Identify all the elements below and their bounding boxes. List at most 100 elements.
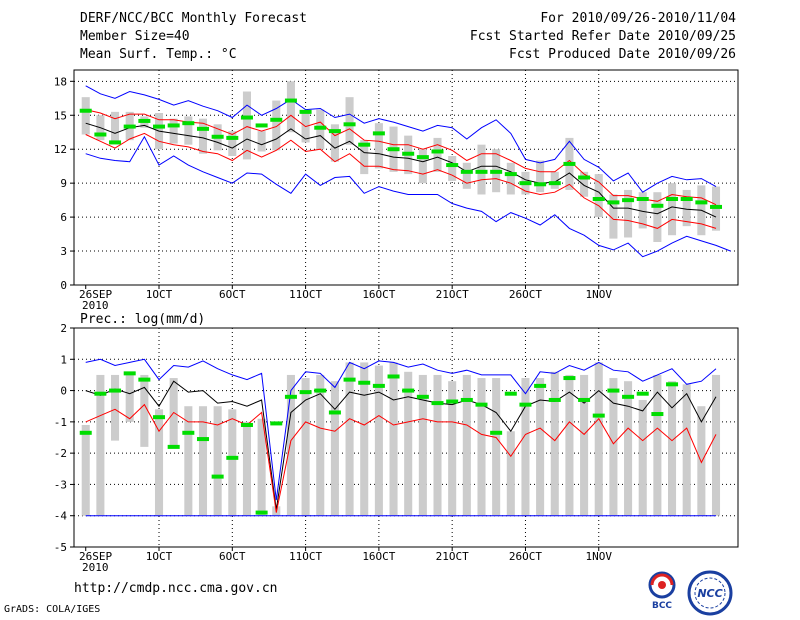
precip-ensemble-box [374,365,383,516]
precip-ensemble-box [565,374,574,516]
temp-observed-marker [314,125,327,130]
precip-observed-marker [153,415,166,420]
precip-observed-marker [328,410,341,415]
temp-observed-marker [651,203,664,208]
precip-observed-marker [240,422,253,427]
temp-ensemble-box [653,192,662,242]
precip-ensemble-box [697,406,706,516]
precip-ensemble-box [228,409,237,516]
temp-observed-marker [387,147,400,152]
chart-title: DERF/NCC/BCC Monthly Forecast [80,11,307,26]
temp-ensemble-box [374,123,383,169]
temp-ensemble-box [682,189,691,227]
precip-observed-marker [666,382,679,387]
temp-series-ensemble-max [85,85,717,193]
temp-observed-marker [211,134,224,139]
precip-observed-marker [563,376,576,381]
precip-ytick-label: 0 [60,385,67,398]
precip-ensemble-box [257,418,266,516]
precip-xtick-label: 26OCT [509,550,542,563]
temp-ensemble-box [81,97,90,135]
grads-credit: GrADS: COLA/IGES [4,604,101,615]
temp-ensemble-box [550,171,559,189]
precip-ensemble-box [154,409,164,516]
precip-xtick-label: 1NOV [586,550,613,563]
temp-observed-marker [578,175,591,180]
temp-ensemble-box [169,118,178,144]
member-size-label: Member Size=40 [80,29,190,44]
temp-observed-marker [402,151,415,156]
precip-observed-marker [284,394,297,399]
temp-xtick-label: 21OCT [436,288,469,301]
temp-observed-marker [534,182,547,187]
temp-observed-marker [240,115,253,120]
temp-xtick-year: 2010 [82,299,109,312]
precip-ensemble-box [345,362,354,516]
precip-observed-marker [475,402,488,407]
temp-observed-marker [607,200,620,205]
temp-observed-marker [695,200,708,205]
precip-observed-marker [607,388,620,393]
precip-observed-marker [226,455,239,460]
precip-ensemble-box [506,431,515,516]
precip-ytick-label: 2 [60,322,67,335]
precip-observed-marker [79,430,92,435]
temp-observed-marker [460,169,473,174]
temp-ensemble-box [257,131,266,152]
precip-observed-marker [138,377,151,382]
temp-observed-marker [680,197,693,201]
precip-ensemble-box [462,374,471,516]
temp-observed-marker [123,124,136,129]
temp-ensemble-box [345,97,354,145]
temp-ytick-label: 15 [54,109,67,122]
precip-xtick-year: 2010 [82,561,109,574]
precip-ensemble-box [653,374,662,516]
temp-ensemble-box [286,81,295,133]
precip-observed-marker [94,391,107,396]
temp-ytick-label: 6 [60,211,67,224]
temp-observed-marker [226,135,239,140]
temp-xtick-label: 26OCT [509,288,542,301]
ncc-logo-text: NCC [697,587,722,600]
precip-ensemble-box [198,406,208,516]
precip-ensemble-box [624,381,633,516]
precip-ensemble-box [668,381,677,516]
temp-observed-marker [299,109,312,114]
temp-xtick-label: 6OCT [219,288,246,301]
precip-observed-marker [182,430,195,435]
temp-observed-marker [94,132,107,137]
forecast-started-date: Fcst Started Refer Date 2010/09/25 [469,29,736,44]
temp-observed-marker [196,126,209,131]
precip-observed-marker [651,412,664,417]
temp-ensemble-box [536,160,545,193]
precip-ensemble-box [96,374,105,516]
temp-ensemble-box [624,189,633,238]
temp-observed-marker [167,123,180,128]
precip-ensemble-box [711,374,721,516]
precip-xtick-label: 11OCT [289,550,322,563]
precip-ensemble-box [638,399,647,516]
precip-ensemble-box [433,374,442,516]
precip-ytick-label: -5 [54,541,67,554]
temp-ensemble-box [506,162,515,195]
temp-observed-marker [710,204,723,209]
precip-observed-marker [211,474,224,479]
precip-series-lower-spread [85,403,717,513]
forecast-produced-date: Fcst Produced Date 2010/09/26 [509,47,736,62]
temp-ensemble-box [242,91,251,160]
precip-ensemble-box [81,424,90,516]
precip-observed-marker [534,383,547,388]
precip-observed-marker [548,397,561,402]
temp-ensemble-box [609,194,618,239]
precip-observed-marker [592,413,605,418]
precip-observed-marker [167,444,180,449]
temp-observed-marker [416,155,429,160]
temp-observed-marker [255,123,268,128]
temp-observed-marker [622,198,635,203]
precip-observed-marker [299,390,312,395]
source-url[interactable]: http://cmdp.ncc.cma.gov.cn [74,581,278,596]
precip-ensemble-box [609,378,618,516]
precip-ensemble-box [418,374,427,516]
precip-xtick-label: 1OCT [146,550,173,563]
precip-xtick-label: 16OCT [362,550,395,563]
